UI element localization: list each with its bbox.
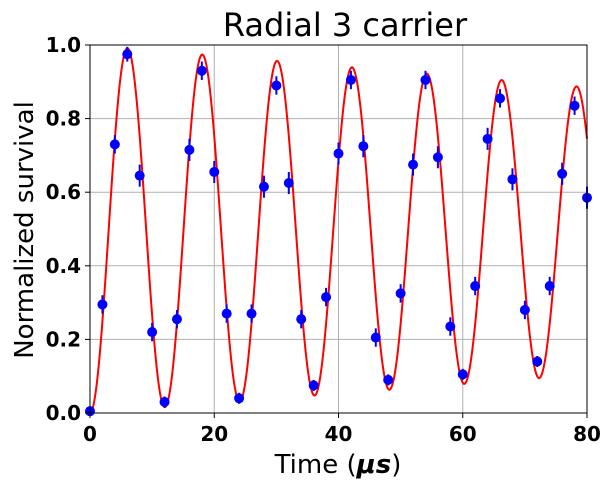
y-tick-label: 0.4: [46, 254, 81, 278]
data-point: [122, 49, 133, 60]
data-point: [495, 93, 506, 104]
data-point: [432, 152, 443, 163]
x-axis-label-suffix: ): [391, 450, 401, 480]
y-tick-label: 0.8: [46, 107, 81, 131]
y-axis-label: Normalized survival: [10, 101, 40, 359]
data-point: [507, 174, 518, 185]
data-point: [271, 80, 282, 91]
data-point: [171, 314, 182, 325]
data-point: [109, 139, 120, 150]
data-point: [395, 288, 406, 299]
x-axis-label-prefix: Time (: [274, 450, 357, 480]
data-point: [408, 159, 419, 170]
data-point: [159, 396, 170, 407]
data-point: [147, 327, 158, 338]
data-point: [470, 281, 481, 292]
x-axis-label-unit: μs: [356, 450, 392, 480]
x-axis-label: Time (μs): [274, 450, 402, 480]
x-tick-label: 40: [325, 422, 353, 446]
x-axis-ticks: 0 20 40 60 80: [83, 413, 601, 446]
data-point: [557, 168, 568, 179]
data-point: [246, 308, 257, 319]
data-points-layer: [85, 46, 592, 417]
x-tick-label: 20: [200, 422, 228, 446]
y-tick-label: 0.0: [46, 401, 81, 425]
data-point: [258, 181, 269, 192]
y-tick-label: 0.2: [46, 327, 81, 351]
data-point: [97, 299, 108, 310]
data-point: [370, 332, 381, 343]
y-axis-ticks: 0.0 0.2 0.4 0.6 0.8 1.0: [46, 33, 90, 425]
data-point: [569, 100, 580, 111]
data-point: [519, 304, 530, 315]
data-point: [321, 292, 332, 303]
data-point: [308, 380, 319, 391]
chart-title: Radial 3 carrier: [223, 6, 468, 44]
y-tick-label: 0.6: [46, 180, 81, 204]
grid-lines: [90, 45, 587, 413]
data-point: [544, 281, 555, 292]
data-point: [283, 178, 294, 188]
data-point: [184, 144, 195, 155]
y-tick-label: 1.0: [46, 33, 81, 57]
data-point: [532, 356, 543, 367]
data-point: [134, 170, 145, 181]
data-point: [296, 314, 307, 325]
data-point: [345, 74, 356, 85]
x-tick-label: 60: [449, 422, 477, 446]
data-point: [221, 308, 232, 319]
data-point: [482, 133, 493, 144]
x-tick-label: 0: [83, 422, 97, 446]
data-point: [420, 74, 431, 85]
data-point: [333, 148, 344, 159]
data-point: [209, 166, 220, 177]
data-point: [234, 393, 245, 404]
data-point: [383, 374, 394, 385]
data-point: [457, 369, 468, 380]
data-point: [358, 141, 369, 152]
data-point: [196, 65, 207, 76]
data-point: [445, 321, 456, 332]
x-tick-label: 80: [573, 422, 601, 446]
